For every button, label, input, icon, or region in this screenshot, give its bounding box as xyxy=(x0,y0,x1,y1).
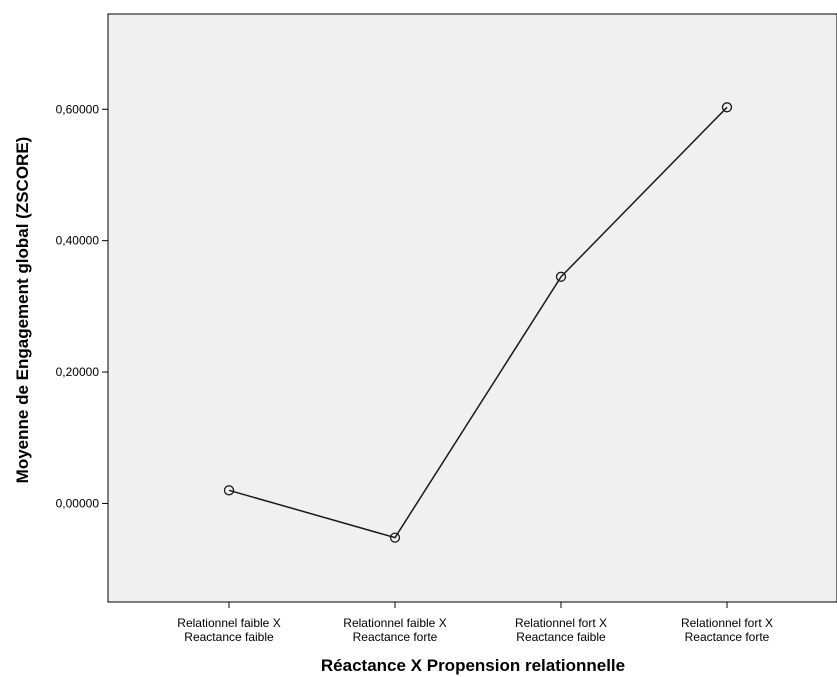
y-tick-label: 0,60000 xyxy=(56,102,100,116)
y-tick-label: 0,00000 xyxy=(56,496,100,510)
x-tick-label: Reactance forte xyxy=(353,630,438,644)
data-point-marker xyxy=(721,102,733,113)
x-tick-label: Relationnel faible X xyxy=(343,616,446,630)
plot-area xyxy=(107,13,837,603)
x-tick-label: Relationnel fort X xyxy=(515,616,607,630)
y-tick-label: 0,40000 xyxy=(56,234,100,248)
x-tick-label: Reactance forte xyxy=(685,630,770,644)
series-line xyxy=(228,106,728,539)
x-tick-label: Relationnel faible X xyxy=(177,616,280,630)
series-layer xyxy=(223,102,733,543)
data-point-marker xyxy=(555,271,567,282)
y-tick-label: 0,20000 xyxy=(56,365,100,379)
y-axis-title: Moyenne de Engagement global (ZSCORE) xyxy=(13,137,32,484)
x-tick-label: Reactance faible xyxy=(184,630,274,644)
y-axis-ticks: 0,00000 0,20000 0,40000 0,60000 xyxy=(56,102,108,510)
x-tick-label: Relationnel fort X xyxy=(681,616,773,630)
data-point-marker xyxy=(223,485,235,496)
data-point-marker xyxy=(389,532,401,543)
x-axis-title: Réactance X Propension relationnelle xyxy=(321,656,625,675)
x-tick-label: Reactance faible xyxy=(516,630,606,644)
